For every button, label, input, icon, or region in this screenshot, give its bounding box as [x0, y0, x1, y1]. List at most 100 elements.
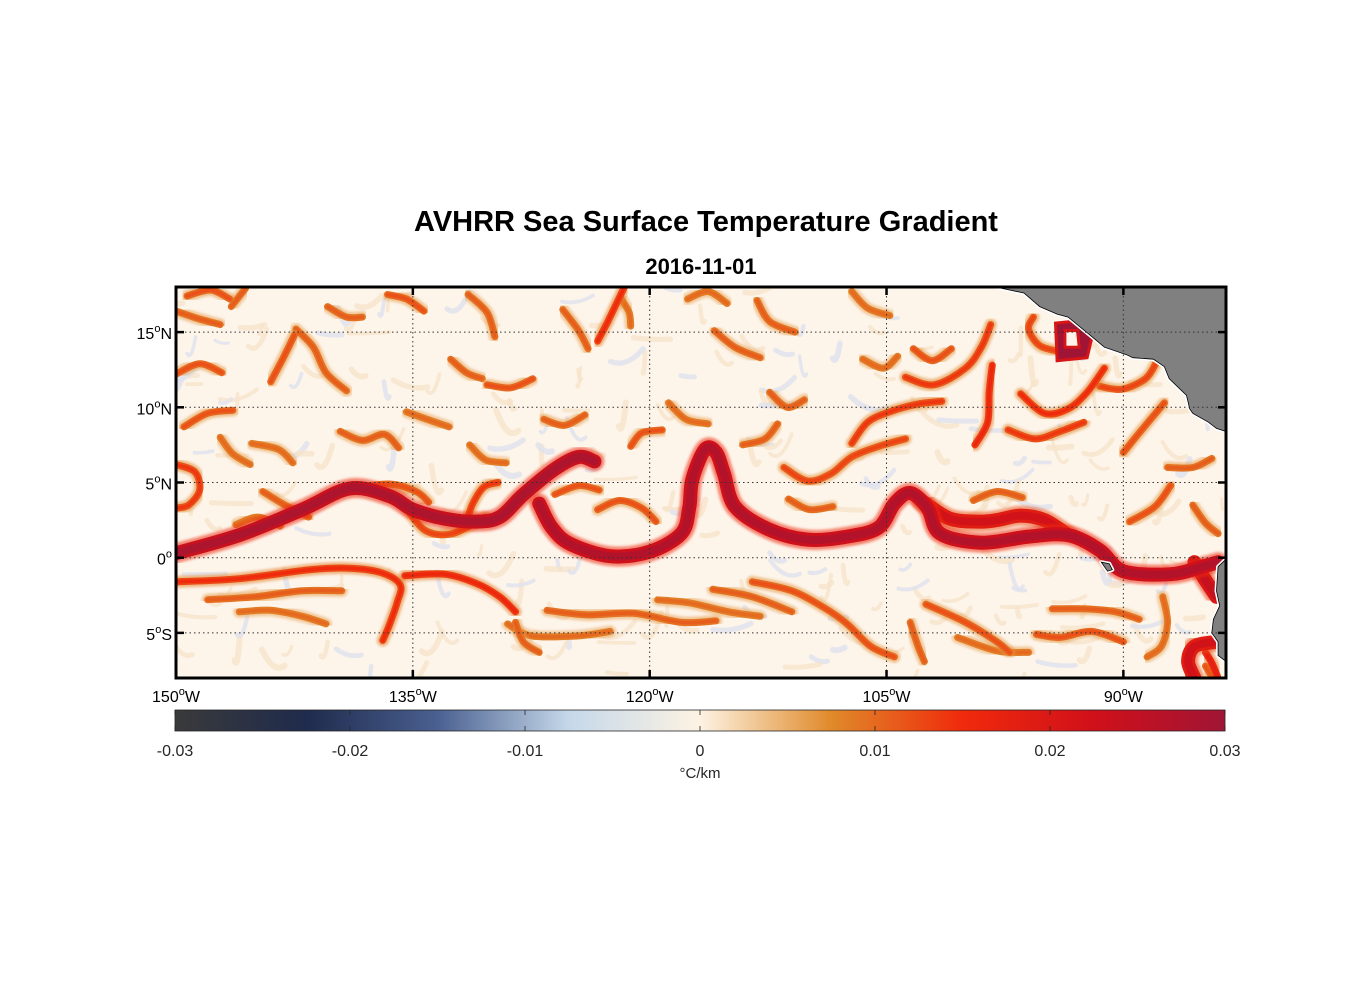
sst-front — [225, 287, 252, 313]
sst-front-core — [711, 587, 794, 614]
texture-filament — [1081, 493, 1090, 507]
texture-filament — [1031, 459, 1052, 465]
sst-front — [463, 438, 512, 469]
texture-filament — [181, 571, 229, 577]
texture-filament — [1108, 578, 1129, 589]
texture-filament — [346, 330, 392, 336]
texture-filament — [829, 644, 848, 654]
sst-front — [176, 357, 228, 381]
sst-front-core — [741, 422, 780, 447]
texture-filament — [1007, 561, 1025, 592]
sst-front-core — [685, 289, 729, 306]
texture-filament — [493, 406, 522, 437]
sst-front-core — [1184, 637, 1219, 678]
sst-front-core — [861, 354, 900, 370]
colorbar-units-label: °C/km — [680, 765, 721, 782]
sst-front-core — [545, 608, 718, 625]
texture-filament — [900, 523, 913, 536]
texture-filament — [596, 640, 637, 645]
sst-front — [1002, 416, 1090, 445]
texture-filament — [710, 620, 754, 633]
texture-filament — [835, 506, 866, 513]
latitude-axis-labels: 15oN 10oN 5oN 0o 5oS — [137, 323, 172, 644]
sst-front-core — [403, 572, 518, 614]
sst-front — [763, 386, 811, 414]
sst-front-core — [971, 489, 1025, 503]
texture-filament — [593, 475, 638, 482]
sst-front — [321, 300, 369, 324]
texture-filament — [208, 500, 254, 507]
sst-front-core — [182, 408, 235, 429]
colorbar: -0.03 -0.02 -0.01 0 0.01 0.02 0.03 °C/km — [157, 709, 1241, 782]
texture-filament — [615, 399, 629, 432]
colorbar-tick-label: -0.03 — [157, 743, 194, 760]
texture-filament — [764, 438, 784, 450]
lon-tick-label: 135oW — [389, 686, 438, 706]
texture-filament — [808, 654, 831, 665]
sst-front — [541, 604, 722, 629]
sst-front — [529, 437, 1226, 585]
sst-front — [1186, 499, 1225, 540]
texture-filament — [1152, 506, 1164, 526]
texture-filament — [487, 437, 526, 452]
texture-filament — [604, 670, 630, 677]
sst-front-core — [294, 327, 349, 393]
sst-front — [845, 395, 948, 450]
texture-filament — [863, 476, 881, 490]
colorbar-ticks: -0.03 -0.02 -0.01 0 0.01 0.02 0.03 — [157, 710, 1241, 760]
sst-front — [651, 593, 767, 623]
sst-front — [537, 408, 591, 432]
texture-filament — [1076, 645, 1093, 665]
sst-front — [951, 631, 1035, 659]
sst-front-core — [466, 292, 497, 339]
sst-front-core — [448, 357, 485, 381]
texture-filament — [742, 287, 772, 296]
sst-front-core — [628, 428, 665, 449]
texture-filament — [871, 601, 883, 612]
texture-filament — [655, 402, 676, 422]
sst-front-core — [1145, 595, 1170, 659]
texture-filament — [185, 335, 198, 358]
sst-front — [1123, 479, 1177, 528]
texture-filament — [1099, 569, 1113, 587]
sst-front-core — [1203, 650, 1220, 678]
sst-front-core — [485, 376, 535, 390]
sst-front-core — [176, 566, 403, 643]
texture-filament — [258, 646, 288, 671]
texture-filament — [192, 449, 215, 455]
texture-filament — [1091, 391, 1102, 417]
sst-front — [911, 490, 1079, 546]
sst-front — [967, 485, 1029, 507]
texture-filament — [1174, 623, 1193, 635]
texture-filament — [996, 479, 1022, 508]
sst-front-core — [176, 309, 222, 327]
sst-front-core — [185, 288, 232, 301]
texture-filament — [879, 449, 911, 455]
colorbar-tick-label: 0.01 — [859, 743, 890, 760]
sst-front-core — [1006, 420, 1086, 441]
sst-front-core — [176, 462, 202, 510]
sst-front — [1022, 311, 1067, 358]
sst-front — [706, 583, 798, 618]
sst-front-core — [205, 588, 344, 602]
lat-tick-label: 0o — [157, 549, 172, 569]
sst-front-core — [535, 443, 1223, 579]
sst-front — [968, 359, 999, 451]
lat-tick-label: 5oS — [146, 624, 172, 644]
sst-front — [462, 288, 501, 343]
sst-front — [176, 458, 206, 515]
texture-filament — [840, 562, 851, 587]
texture-filament — [818, 579, 835, 590]
texture-filament — [952, 476, 980, 496]
sst-front — [1161, 452, 1218, 475]
texture-filament — [997, 552, 1030, 559]
lon-tick-label: 90oW — [1104, 686, 1144, 706]
sst-front-core — [1191, 503, 1220, 536]
sst-front — [777, 432, 912, 488]
texture-filament — [425, 372, 442, 396]
texture-filament — [1091, 336, 1108, 357]
texture-filament — [385, 297, 390, 313]
texture-filament — [545, 639, 569, 661]
texture-filament — [912, 586, 932, 602]
